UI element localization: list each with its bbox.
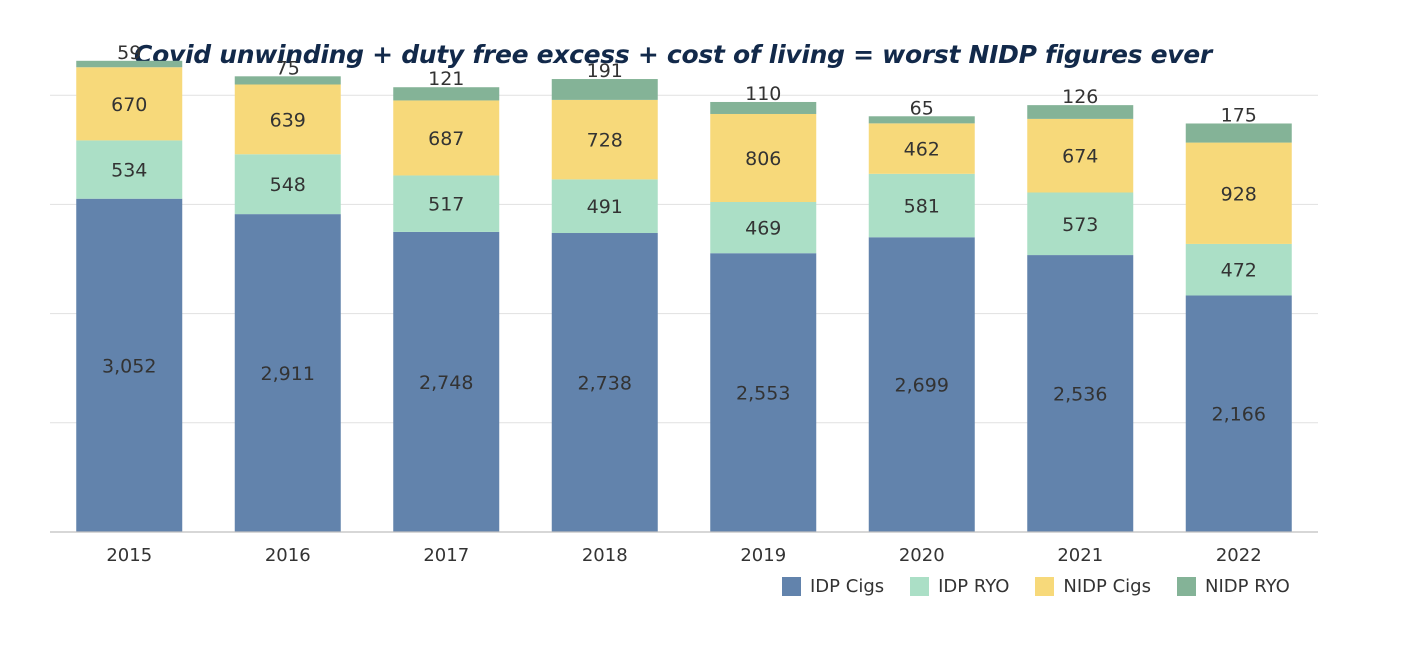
bar-segment bbox=[76, 198, 183, 532]
legend-label: IDP RYO bbox=[938, 575, 1010, 597]
bar-segment bbox=[1185, 142, 1292, 244]
legend-label: NIDP RYO bbox=[1205, 575, 1290, 597]
bar-segment bbox=[1185, 123, 1292, 143]
legend-swatch bbox=[782, 576, 801, 596]
legend-item: IDP Cigs bbox=[782, 576, 884, 597]
data-label: 2,738 bbox=[578, 373, 632, 395]
bar-segment bbox=[234, 214, 341, 532]
bar-segment bbox=[76, 67, 183, 141]
bar-segment bbox=[868, 237, 975, 532]
data-label: 65 bbox=[910, 97, 934, 119]
x-tick-label: 2015 bbox=[106, 545, 152, 566]
data-label: 2,699 bbox=[895, 375, 949, 397]
x-tick-label: 2022 bbox=[1216, 545, 1262, 566]
legend-swatch bbox=[1035, 576, 1055, 596]
bar-segment bbox=[868, 116, 975, 124]
data-label: 59 bbox=[117, 42, 141, 64]
bar-segment bbox=[551, 99, 658, 180]
data-label: 928 bbox=[1221, 183, 1257, 205]
data-label: 517 bbox=[428, 194, 464, 216]
bar-segment bbox=[393, 231, 500, 532]
bar-segment bbox=[76, 60, 183, 68]
data-label: 462 bbox=[904, 139, 940, 161]
data-label: 806 bbox=[745, 148, 781, 170]
data-label: 639 bbox=[270, 109, 306, 131]
bar-segment bbox=[551, 233, 658, 532]
bar-segment bbox=[868, 123, 975, 174]
x-tick-label: 2019 bbox=[740, 545, 786, 566]
data-label: 2,748 bbox=[419, 372, 473, 394]
data-label: 670 bbox=[111, 94, 147, 116]
data-label: 126 bbox=[1062, 86, 1098, 108]
data-label: 2,166 bbox=[1212, 404, 1266, 426]
bar-segment bbox=[76, 140, 183, 199]
chart-legend: IDP Cigs IDP RYO NIDP Cigs NIDP RYO bbox=[782, 572, 1316, 600]
bar-segment bbox=[1027, 105, 1134, 119]
bar-segment bbox=[710, 253, 817, 532]
data-label: 728 bbox=[587, 130, 623, 152]
legend-item: NIDP RYO bbox=[1177, 576, 1290, 597]
bar-segment bbox=[710, 101, 817, 114]
x-tick-label: 2021 bbox=[1057, 545, 1103, 566]
data-label: 2,553 bbox=[736, 383, 790, 405]
bar-segment bbox=[551, 179, 658, 234]
data-label: 674 bbox=[1062, 146, 1098, 168]
data-label: 472 bbox=[1221, 260, 1257, 282]
x-tick-label: 2017 bbox=[423, 545, 469, 566]
legend-item: IDP RYO bbox=[910, 576, 1009, 597]
legend-swatch bbox=[910, 576, 930, 596]
data-label: 469 bbox=[745, 218, 781, 240]
x-tick-label: 2018 bbox=[582, 545, 628, 566]
bar-segment bbox=[393, 87, 500, 101]
bar-segment bbox=[393, 175, 500, 232]
bar-segment bbox=[234, 76, 341, 85]
legend-item: NIDP Cigs bbox=[1035, 576, 1151, 597]
legend-label: NIDP Cigs bbox=[1063, 575, 1151, 597]
bar-segment bbox=[551, 79, 658, 100]
bar-segment bbox=[1185, 295, 1292, 532]
bar-segment bbox=[1027, 192, 1134, 256]
data-label: 2,911 bbox=[261, 363, 315, 385]
data-label: 581 bbox=[904, 196, 940, 218]
bar-segment bbox=[1027, 255, 1134, 533]
data-label: 2,536 bbox=[1053, 384, 1107, 406]
data-label: 175 bbox=[1221, 104, 1257, 126]
bar-segment bbox=[1027, 118, 1134, 193]
data-label: 534 bbox=[111, 160, 147, 182]
data-label: 3,052 bbox=[102, 355, 156, 377]
bar-segment bbox=[1185, 243, 1292, 296]
bar-segment bbox=[710, 113, 817, 202]
bar-segment bbox=[710, 201, 817, 254]
legend-label: IDP Cigs bbox=[810, 575, 885, 597]
bar-segment bbox=[868, 173, 975, 238]
data-label: 75 bbox=[276, 57, 300, 79]
data-label: 110 bbox=[745, 83, 781, 105]
bar-segment bbox=[393, 100, 500, 176]
legend-swatch bbox=[1177, 576, 1196, 596]
data-label: 573 bbox=[1062, 214, 1098, 236]
chart-title: Covid unwinding + duty free excess + cos… bbox=[134, 40, 1212, 69]
data-label: 191 bbox=[587, 60, 623, 82]
bar-segment bbox=[234, 84, 341, 155]
data-label: 121 bbox=[428, 68, 464, 90]
x-tick-label: 2020 bbox=[899, 545, 945, 566]
x-tick-label: 2016 bbox=[265, 545, 311, 566]
data-label: 491 bbox=[587, 196, 623, 218]
bar-segment bbox=[234, 154, 341, 215]
data-label: 548 bbox=[270, 174, 306, 196]
data-label: 687 bbox=[428, 128, 464, 150]
